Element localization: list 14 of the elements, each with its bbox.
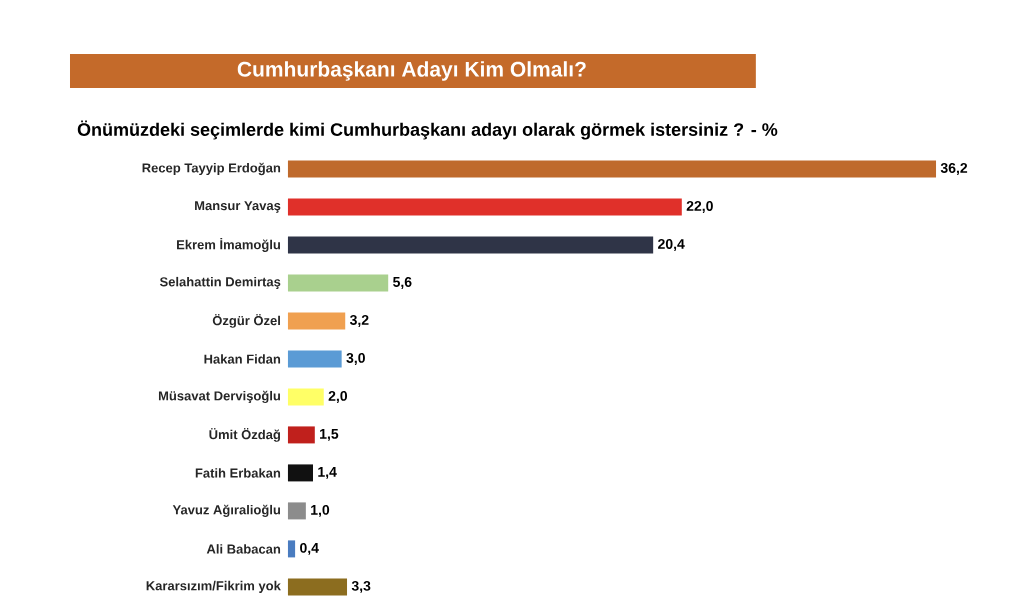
bar — [287, 160, 937, 178]
bar — [287, 312, 346, 330]
bar — [287, 236, 654, 254]
bar — [287, 540, 296, 558]
bar — [287, 578, 348, 596]
bar — [287, 350, 342, 368]
bar — [287, 388, 324, 406]
bar — [287, 198, 682, 216]
bar — [287, 502, 306, 520]
chart-title: Cumhurbaşkanı Adayı Kim Olmalı? — [237, 61, 586, 81]
chart-subtitle: Önümüzdeki seçimlerde kimi Cumhurbaşkanı adayı olarak görmek istersiniz ? - % — [77, 120, 778, 140]
bar — [287, 464, 314, 482]
bar — [287, 426, 315, 444]
bar — [287, 274, 389, 292]
